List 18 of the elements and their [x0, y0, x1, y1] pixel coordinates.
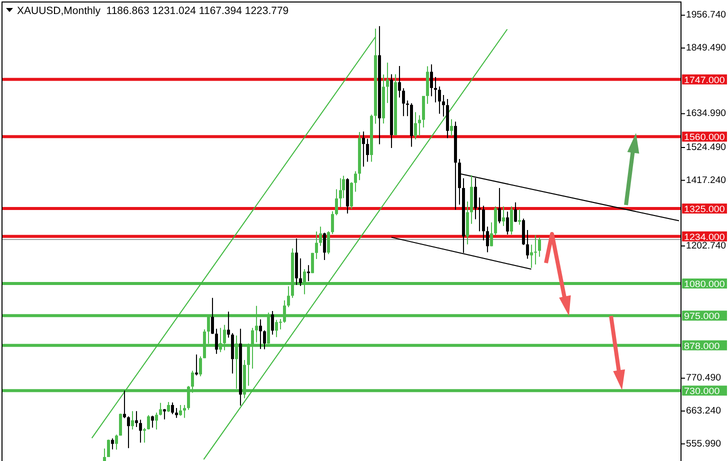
- y-tick-label: 555.990: [686, 438, 721, 450]
- ref-line-label: 1325.000: [684, 204, 725, 214]
- y-tick-label: 1956.740: [686, 10, 726, 21]
- ref-line-label: 1234.000: [684, 232, 725, 242]
- y-tick-label: 770.490: [686, 372, 721, 384]
- y-tick-label: 1202.740: [686, 240, 726, 252]
- ref-line-label: 878.000: [684, 340, 720, 351]
- y-tick-label: 1417.240: [686, 174, 726, 186]
- ref-line-label: 1560.000: [684, 132, 725, 142]
- ref-line-label: 1747.000: [684, 74, 725, 85]
- ref-line-label: 1080.000: [684, 279, 725, 290]
- ref-line-label: 975.000: [684, 311, 720, 322]
- y-tick-label: 1849.490: [686, 42, 726, 54]
- y-tick-label: 663.240: [686, 406, 721, 417]
- y-tick-label: 1634.990: [686, 108, 726, 120]
- ref-line-label: 730.000: [684, 386, 720, 396]
- chart-title: XAUUSD,Monthly 1186.863 1231.024 1167.394 1223.779: [17, 5, 289, 17]
- y-tick-label: 1524.490: [686, 142, 726, 154]
